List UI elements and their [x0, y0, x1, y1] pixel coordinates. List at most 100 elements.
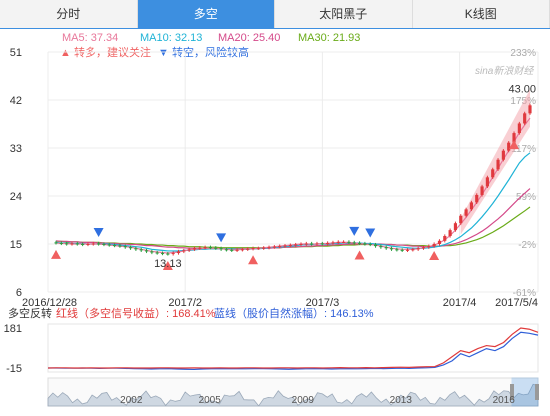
- candle-body: [118, 245, 122, 247]
- candle-body: [272, 246, 276, 248]
- tab-sunspot[interactable]: 太阳黑子: [275, 0, 413, 28]
- candle-body: [155, 252, 159, 254]
- candle-body: [459, 215, 463, 224]
- ma5-line: [55, 117, 531, 254]
- candle-body: [267, 247, 271, 249]
- candle-body: [485, 177, 489, 187]
- candle-body: [139, 249, 143, 251]
- candle-body: [262, 247, 266, 249]
- candle-body: [192, 248, 197, 250]
- y-tick-label: 15: [10, 239, 22, 251]
- candle-body: [283, 245, 287, 247]
- candle-body: [464, 209, 468, 216]
- candle-body: [453, 223, 458, 231]
- tab-kline[interactable]: K线图: [413, 0, 550, 28]
- sub-chart-legend: 多空反转 红线（多空信号收益）: 168.41% 蓝线（股价自然涨幅）: 146…: [0, 305, 550, 320]
- candle-body: [54, 242, 58, 244]
- candle-body: [517, 123, 521, 134]
- up-signal-marker: [429, 251, 440, 260]
- candle-body: [475, 194, 479, 203]
- y-tick-label: 42: [10, 95, 22, 107]
- candle-body: [214, 247, 218, 249]
- right-tick-label: 117%: [511, 144, 536, 155]
- down-signal-label: 转空，风险较高: [171, 47, 249, 59]
- tab-long-short[interactable]: 多空: [137, 0, 275, 28]
- candle-body: [176, 251, 181, 254]
- candle-body: [342, 241, 346, 243]
- candle-body: [246, 248, 250, 250]
- candle-body: [97, 243, 101, 245]
- down-signal-marker: [349, 226, 360, 236]
- candle-body: [501, 150, 505, 160]
- overview-frame: [47, 377, 539, 407]
- candle-body: [480, 186, 484, 195]
- overview-x-tick: 2002: [120, 395, 143, 406]
- blue-line: [48, 331, 539, 371]
- candle-body: [203, 247, 207, 249]
- trend-band: [460, 89, 530, 235]
- candle-body: [240, 249, 244, 251]
- candle-body: [320, 243, 324, 245]
- candle-body: [166, 253, 170, 255]
- candle-body: [416, 248, 420, 250]
- ma30-legend: MA30: 21.93: [298, 32, 361, 44]
- down-signal-marker: [365, 228, 376, 238]
- candle-body: [443, 236, 447, 241]
- down-signal-marker: [93, 228, 104, 237]
- candle-body: [75, 243, 79, 245]
- overview-x-tick: 2016: [493, 395, 516, 406]
- overview-area: [47, 383, 539, 407]
- candle-body: [160, 253, 165, 255]
- low-price-label: 13.13: [154, 258, 182, 270]
- up-triangle-icon: ▲: [60, 47, 71, 59]
- candle-body: [65, 243, 69, 245]
- candle-body: [107, 244, 111, 246]
- tab-intraday[interactable]: 分时: [0, 0, 138, 28]
- candle-body: [448, 230, 452, 236]
- candle-body: [347, 241, 351, 243]
- candle-body: [421, 247, 426, 249]
- candle-body: [507, 142, 511, 151]
- up-signal-marker: [248, 255, 259, 265]
- candle-body: [102, 244, 106, 245]
- candle-body: [70, 243, 74, 245]
- candle-body: [128, 247, 133, 249]
- candle-body: [81, 244, 85, 245]
- high-price-label: 43.00: [508, 84, 536, 96]
- watermark: sina新浪财经: [475, 65, 534, 77]
- ma-legend: MA5: 37.34 MA10: 32.13 MA20: 25.40 MA30:…: [0, 32, 550, 46]
- up-signal-label: 转多，建议关注: [73, 47, 151, 59]
- candle-body: [294, 244, 298, 246]
- candle-body: [336, 241, 340, 243]
- candle-body: [523, 113, 527, 124]
- y-tick-label: 6: [16, 287, 22, 299]
- candle-body: [134, 248, 138, 250]
- candle-body: [230, 249, 234, 251]
- candle-body: [299, 244, 303, 245]
- overview-handle-right: [535, 384, 539, 400]
- sub-y-tick: -15: [6, 363, 22, 375]
- candle-body: [326, 242, 330, 244]
- up-signal-marker: [509, 140, 520, 150]
- candle-body: [384, 247, 388, 249]
- candle-body: [363, 243, 367, 245]
- blue-line-legend: 蓝线（股价自然涨幅）: 146.13%: [214, 308, 374, 320]
- candle-body: [288, 245, 292, 247]
- candle-body: [224, 249, 229, 251]
- candle-body: [150, 251, 154, 253]
- candle-body: [379, 246, 383, 248]
- candle-body: [368, 244, 372, 245]
- candle-body: [528, 105, 532, 114]
- sub-chart-title: 多空反转: [8, 308, 52, 320]
- up-signal-marker: [354, 250, 365, 260]
- overview-x-tick: 2005: [199, 395, 222, 406]
- up-signal-marker: [162, 260, 173, 270]
- candle-body: [432, 244, 436, 247]
- candle-body: [187, 249, 191, 251]
- ma10-legend: MA10: 32.13: [140, 32, 203, 44]
- candle-body: [59, 242, 63, 244]
- sub-y-tick: 181: [4, 323, 22, 335]
- candle-body: [352, 242, 356, 244]
- tab-bar: 分时 多空 太阳黑子 K线图: [0, 0, 550, 29]
- right-tick-label: -2%: [518, 240, 536, 251]
